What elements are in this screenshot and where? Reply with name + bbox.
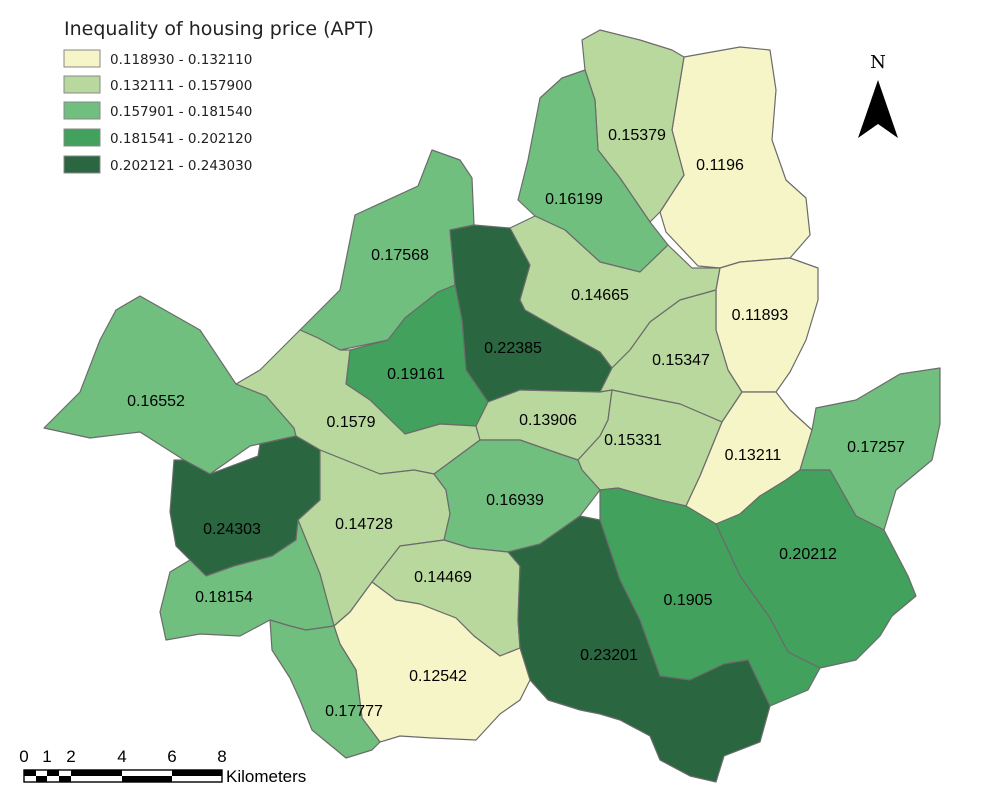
district-region [715, 257, 819, 393]
scale-bar-graphic [23, 769, 223, 783]
district-value-label: 0.14728 [335, 516, 393, 533]
legend-swatch [63, 101, 101, 120]
district-value-label: 0.13211 [725, 447, 782, 464]
legend-title: Inequality of housing price (APT) [64, 18, 374, 40]
district-value-label: 0.19161 [387, 366, 445, 383]
legend-item: 0.157901 - 0.181540 [63, 101, 252, 120]
district-value-label: 0.17777 [325, 703, 383, 720]
legend-swatch [63, 155, 101, 174]
district-labels: 0.1196 0.15379 0.16199 0.17568 0.22385 0… [127, 127, 905, 720]
district-region [43, 295, 297, 475]
legend-swatch [63, 75, 101, 94]
district-region [269, 619, 381, 759]
legend-label: 0.157901 - 0.181540 [110, 104, 252, 120]
district-value-label: 0.12542 [409, 668, 467, 685]
legend-label: 0.181541 - 0.202120 [110, 131, 252, 147]
legend-item: 0.181541 - 0.202120 [63, 128, 252, 147]
scale-bar: 0 1 2 4 6 8 Kilometers [19, 747, 306, 786]
district-value-label: 0.15331 [604, 432, 662, 449]
district-value-label: 0.16552 [127, 393, 185, 410]
legend: Inequality of housing price (APT) 0.1189… [63, 18, 374, 174]
district-value-label: 0.17257 [847, 439, 905, 456]
district-region [159, 519, 335, 641]
districts [43, 29, 941, 783]
scale-tick-label: 0 [19, 747, 28, 766]
legend-label: 0.118930 - 0.132110 [110, 52, 252, 68]
district-value-label: 0.1579 [327, 414, 376, 431]
legend-swatch [63, 49, 101, 68]
district-value-label: 0.16939 [486, 492, 544, 509]
legend-label: 0.132111 - 0.157900 [110, 78, 252, 94]
district-value-label: 0.15347 [652, 352, 710, 369]
district-value-label: 0.22385 [484, 340, 542, 357]
north-label: N [870, 52, 886, 73]
district-value-label: 0.16199 [545, 191, 603, 208]
north-arrow: N [858, 52, 898, 138]
district-value-label: 0.13906 [519, 412, 577, 429]
district-value-label: 0.15379 [608, 127, 666, 144]
legend-item: 0.132111 - 0.157900 [63, 75, 252, 94]
scale-tick-label: 8 [217, 747, 226, 766]
north-arrow-icon [858, 80, 898, 138]
district-value-label: 0.24303 [203, 521, 261, 538]
scale-unit-label: Kilometers [226, 767, 306, 786]
district-value-label: 0.17568 [371, 247, 429, 264]
legend-swatch [63, 128, 101, 147]
legend-label: 0.202121 - 0.243030 [110, 158, 252, 174]
district-value-label: 0.14469 [414, 569, 472, 586]
district-value-label: 0.11893 [732, 307, 789, 324]
district-value-label: 0.18154 [195, 589, 253, 606]
scale-tick-label: 1 [42, 747, 51, 766]
legend-item: 0.202121 - 0.243030 [63, 155, 252, 174]
district-value-label: 0.1196 [696, 157, 744, 174]
district-value-label: 0.14665 [571, 287, 629, 304]
district-value-label: 0.1905 [664, 592, 713, 609]
district-region [507, 515, 771, 783]
scale-tick-label: 2 [66, 747, 75, 766]
district-value-label: 0.20212 [779, 546, 837, 563]
scale-tick-label: 4 [117, 747, 126, 766]
legend-item: 0.118930 - 0.132110 [63, 49, 252, 68]
district-value-label: 0.23201 [580, 647, 638, 664]
scale-tick-label: 6 [167, 747, 176, 766]
